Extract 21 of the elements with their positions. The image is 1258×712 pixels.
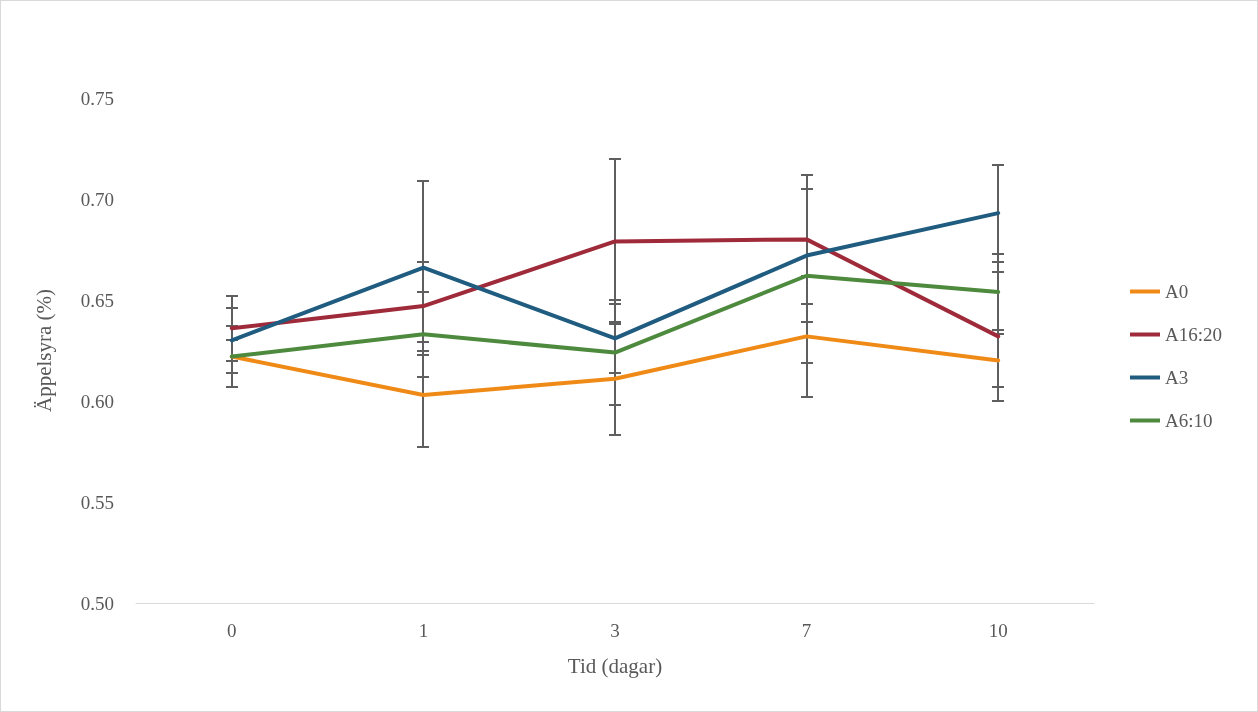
legend-label: A0: [1165, 281, 1189, 302]
x-axis-title: Tid (dagar): [567, 653, 663, 678]
x-tick-label: 10: [988, 620, 1008, 641]
legend-label: A3: [1165, 367, 1189, 388]
legend-label: A16:20: [1165, 324, 1222, 345]
line-series: [229, 334, 1001, 397]
y-tick-label: 0.60: [80, 390, 114, 412]
line-series: [229, 211, 1001, 343]
y-tick-label: 0.75: [80, 87, 114, 109]
y-tick-label: 0.65: [80, 289, 114, 311]
x-tick-label: 0: [227, 620, 237, 641]
line-series: [229, 237, 1001, 339]
y-tick-label: 0.70: [80, 188, 114, 210]
y-tick-label: 0.55: [80, 491, 114, 513]
legend-label: A6:10: [1165, 410, 1213, 431]
line-series: [229, 273, 1001, 359]
y-axis-title: Äppelsyra (%): [31, 288, 56, 413]
x-tick-label: 3: [610, 620, 620, 641]
y-tick-label: 0.50: [80, 592, 114, 614]
x-tick-label: 1: [418, 620, 429, 641]
x-tick-label: 7: [801, 620, 812, 641]
